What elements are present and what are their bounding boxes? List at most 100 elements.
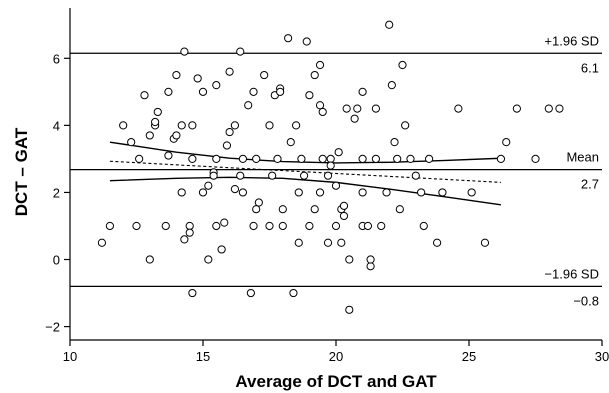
data-point [419,221,428,231]
data-point [151,117,160,127]
data-point [531,154,540,164]
data-point [145,255,154,264]
data-point [425,154,434,164]
data-point [105,221,115,231]
data-point [387,81,396,90]
data-point [358,154,367,164]
x-tick-label: 10 [63,349,77,364]
data-point [289,288,298,298]
data-point [212,221,221,231]
data-point [265,221,274,231]
data-point [315,101,325,110]
data-point [438,188,447,197]
data-point [236,47,245,56]
data-point [172,70,181,80]
data-point [323,171,333,180]
data-point [188,154,197,164]
data-point [342,104,351,113]
data-point [193,74,202,83]
data-point [265,121,274,130]
data-point [127,138,136,147]
data-point [217,245,226,254]
data-point [153,107,162,117]
axes: −2 0 2 4 6 10 15 20 25 30 [45,8,609,364]
data-point [260,70,269,80]
data-point [371,154,380,164]
data-point [496,154,506,164]
data-point [246,288,255,298]
x-tick-label: 25 [462,349,476,364]
data-point [135,154,144,164]
reference-label-name: Mean [566,150,599,165]
data-point [273,154,282,164]
confidence-band [109,141,502,206]
data-point [222,141,232,150]
confidence-lower-curve [109,176,502,206]
data-point [417,188,426,197]
data-point [236,171,245,180]
data-point [385,20,394,29]
x-tick-label: 15 [196,349,210,364]
data-point [398,60,407,70]
data-point [411,171,420,180]
data-point [140,91,149,100]
data-point [315,60,325,70]
reference-labels: +1.96 SD 6.1 Mean 2.7 −1.96 SD −0.8 [544,33,599,308]
confidence-upper-curve [109,141,501,164]
data-point [164,151,173,160]
data-point [331,221,341,231]
data-point [406,154,415,164]
data-point [480,238,490,247]
data-point [198,87,208,96]
data-points [97,20,564,314]
data-point [337,238,346,247]
data-point [276,87,285,96]
data-point [401,121,410,130]
data-point [358,188,367,197]
reference-label-name: −1.96 SD [544,266,599,281]
data-point [180,47,189,56]
y-tick-label: 0 [53,253,60,268]
data-point [544,104,553,113]
data-point [254,198,263,207]
data-point [212,154,221,164]
data-point [339,201,349,210]
data-point [185,228,194,237]
data-point [339,211,349,221]
data-point [366,255,375,264]
data-point [305,221,314,231]
data-point [350,114,359,123]
data-point [284,34,293,43]
x-axis-title: Average of DCT and GAT [235,372,437,391]
data-point [204,255,213,264]
data-point [204,181,213,190]
data-point [220,218,229,227]
y-tick-label: 2 [53,185,60,200]
data-point [331,181,341,190]
reference-label-value: 2.7 [581,177,599,192]
data-point [145,131,154,140]
data-point [467,188,476,197]
data-point [188,288,197,298]
data-point [353,104,362,113]
data-point [180,235,189,244]
data-point [225,67,234,76]
data-point [286,138,295,147]
data-point [249,221,258,231]
data-point [252,154,261,164]
data-point [294,238,303,247]
data-point [363,221,373,231]
data-point [97,238,107,247]
data-point [323,238,333,247]
data-point [294,188,303,197]
data-point [382,188,391,197]
x-tick-label: 30 [595,349,609,364]
x-tick-label: 20 [329,349,343,364]
data-point [297,154,306,164]
regression-line [109,160,501,183]
data-point [358,87,367,96]
data-point [326,154,335,164]
data-point [377,221,386,231]
data-point [198,188,208,197]
data-point [366,262,375,271]
